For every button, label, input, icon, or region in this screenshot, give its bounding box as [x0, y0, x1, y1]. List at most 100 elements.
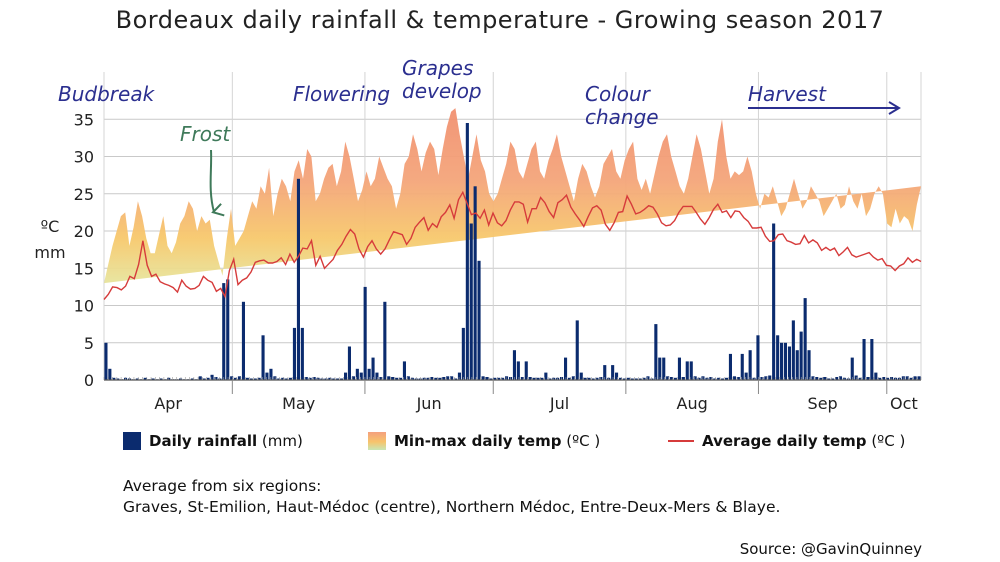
rainfall-bar [202, 378, 206, 380]
rainfall-bar [854, 375, 858, 380]
rainfall-bar [571, 376, 575, 380]
rainfall-bar [662, 357, 666, 380]
rainfall-bar [595, 377, 599, 380]
rainfall-bar [402, 361, 406, 380]
rainfall-bar [261, 335, 265, 380]
rainfall-bar [791, 320, 795, 380]
rainfall-bar [583, 377, 587, 380]
rainfall-bar [666, 376, 670, 380]
rainfall-bar [831, 378, 835, 380]
rainfall-bar [332, 378, 336, 380]
rainfall-bar [740, 353, 744, 380]
rainfall-bar [564, 357, 568, 380]
rainfall-bar [815, 377, 819, 380]
avg-temp-swatch [668, 440, 694, 442]
rainfall-bar [807, 350, 811, 380]
annotation-label: Budbreak [58, 82, 156, 106]
y-axis-label-mm: mm [34, 243, 65, 262]
rainfall-bar [473, 186, 477, 380]
rainfall-bar [289, 377, 293, 380]
rainfall-bar [328, 377, 332, 380]
x-tick-label: Sep [808, 394, 838, 413]
rainfall-bar [497, 377, 501, 380]
frost-arrow [209, 149, 225, 217]
rainfall-bar [905, 376, 909, 380]
rainfall-bar [505, 376, 509, 380]
rainfall-bar [489, 378, 493, 380]
legend-temp-range-unit: (ºC ) [566, 432, 601, 450]
rainfall-bar [465, 123, 469, 380]
rainfall-swatch [123, 432, 141, 450]
rainfall-bar [190, 378, 194, 380]
rainfall-bar [748, 350, 752, 380]
rainfall-bar [269, 368, 273, 380]
rainfall-bar [870, 339, 874, 380]
y-axis-label-celsius: ºC [41, 217, 60, 236]
rainfall-bar [143, 377, 147, 380]
x-tick-label: Jun [416, 394, 442, 413]
rainfall-bar [285, 378, 289, 380]
rainfall-bar [575, 320, 579, 380]
rainfall-bar [536, 377, 540, 380]
rainfall-bar [324, 378, 328, 380]
rainfall-bar [756, 335, 760, 380]
avg-temp-line [103, 190, 922, 300]
avg-temp-series [103, 190, 922, 300]
rainfall-bar [481, 376, 485, 380]
y-tick-label: 35 [74, 110, 94, 129]
rainfall-bar [135, 378, 139, 380]
rainfall-bar [340, 378, 344, 380]
rainfall-bar [391, 377, 395, 380]
rainfall-bar [803, 298, 807, 381]
x-tick-label: May [282, 394, 315, 413]
rainfall-bar [768, 375, 772, 380]
rainfall-bar [281, 377, 285, 380]
rainfall-bar [787, 346, 791, 380]
rainfall-bar [308, 377, 312, 380]
rainfall-bar [878, 377, 882, 380]
rainfall-bar [544, 372, 548, 381]
rainfall-bar [387, 376, 391, 380]
rainfall-bar [858, 377, 862, 380]
legend-rainfall-label: Daily rainfall [149, 432, 258, 450]
rainfall-bar [901, 376, 905, 380]
annotation-label: Harvest [748, 82, 827, 106]
rainfall-bar [638, 378, 642, 380]
rainfall-bar [552, 377, 556, 380]
rainfall-bar [548, 378, 552, 380]
rainfall-bar [591, 378, 595, 380]
rainfall-bar [359, 372, 363, 381]
rainfall-bar [630, 378, 634, 380]
rainfall-bar [681, 377, 685, 380]
rainfall-bar [454, 378, 458, 380]
rainfall-bar [477, 260, 481, 380]
x-tick-label: Oct [890, 394, 918, 413]
rainfall-bar [241, 301, 245, 380]
rainfall-bar [512, 350, 516, 380]
temp-range-band [104, 108, 921, 284]
legend-avg-temp-label: Average daily temp [702, 432, 867, 450]
annotation-label: Grapes [402, 56, 473, 80]
annotation-label: Frost [180, 122, 231, 146]
rainfall-bar [622, 378, 626, 380]
rainfall-bar [728, 353, 732, 380]
rainfall-bar [528, 377, 532, 380]
rainfall-bar [344, 372, 348, 381]
rainfall-bar [862, 339, 866, 380]
y-tick-label: 10 [74, 297, 94, 316]
rainfall-bar [296, 178, 300, 380]
rainfall-bar [355, 368, 359, 380]
rainfall-bar [673, 377, 677, 380]
rainfall-bar [842, 377, 846, 380]
regions-note: Average from six regions: Graves, St-Emi… [123, 476, 780, 518]
rainfall-bar [371, 357, 375, 380]
rainfall-bar [611, 365, 615, 380]
rainfall-bar [434, 377, 438, 380]
rainfall-bar [108, 368, 112, 380]
annotation-label: develop [402, 79, 482, 103]
rainfall-bar [226, 279, 230, 380]
rainfall-bar [658, 357, 662, 380]
rainfall-bar [540, 377, 544, 380]
rainfall-bar [744, 372, 748, 381]
rainfall-bar [312, 377, 316, 380]
